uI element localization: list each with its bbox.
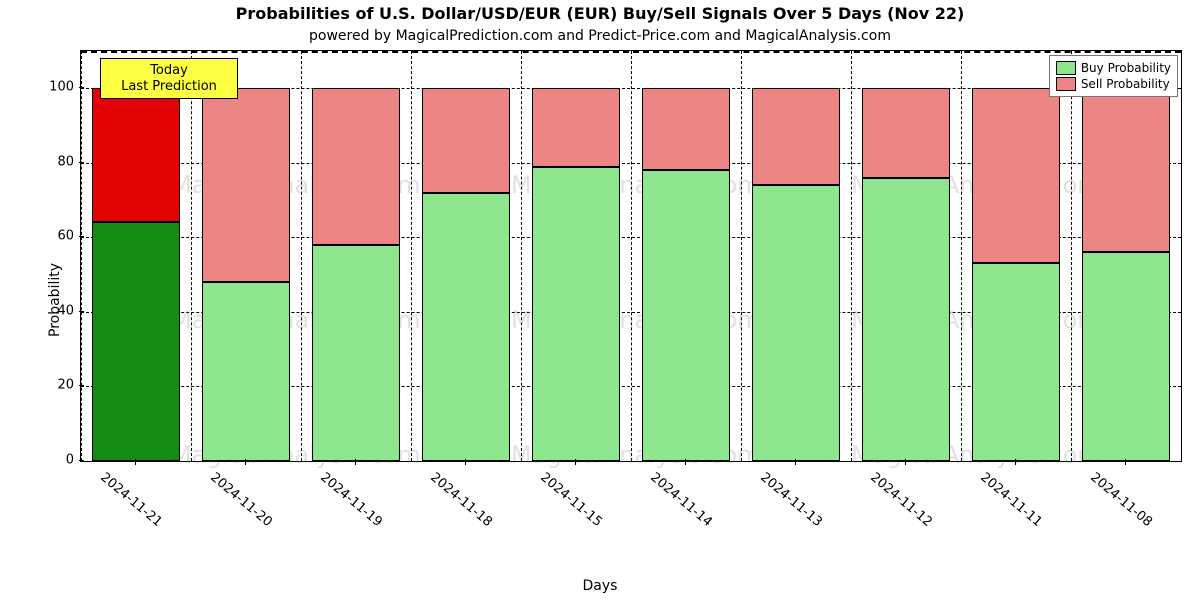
plot-area: MagicalAnalysis.comMagicalAnalysis.comMa… [80,50,1182,462]
buy-bar [202,282,290,461]
buy-bar [642,170,730,461]
buy-bar [92,222,180,461]
x-tick-label: 2024-11-19 [317,470,385,530]
x-tick-label: 2024-11-18 [427,470,495,530]
buy-bar [532,167,620,461]
chart-subtitle: powered by MagicalPrediction.com and Pre… [0,28,1200,44]
gridline-v [851,51,852,461]
gridline-v [301,51,302,461]
x-tick-mark [575,459,576,465]
gridline-v [961,51,962,461]
x-tick-mark [1125,459,1126,465]
buy-bar [972,263,1060,461]
y-tick-mark [79,385,84,386]
y-tick-mark [79,311,84,312]
y-tick-label: 40 [46,303,74,318]
bar-group [92,51,180,461]
sell-bar [1082,88,1170,252]
gridline-v [521,51,522,461]
sell-bar [202,88,290,282]
gridline-v [631,51,632,461]
sell-bar [312,88,400,245]
x-tick-mark [685,459,686,465]
gridline-v [411,51,412,461]
x-tick-mark [795,459,796,465]
x-tick-label: 2024-11-20 [207,470,275,530]
y-tick-label: 0 [46,453,74,468]
bar-group [862,51,950,461]
x-tick-label: 2024-11-11 [977,470,1045,530]
annotation-line: Today [109,63,229,79]
y-tick-mark [79,460,84,461]
x-tick-mark [905,459,906,465]
x-tick-label: 2024-11-08 [1087,470,1155,530]
y-tick-label: 20 [46,378,74,393]
y-tick-mark [79,236,84,237]
x-tick-label: 2024-11-21 [97,470,165,530]
sell-bar [642,88,730,170]
y-tick-label: 100 [46,80,74,95]
sell-bar [972,88,1060,263]
sell-bar [752,88,840,185]
buy-bar [1082,252,1170,461]
gridline-v [741,51,742,461]
x-tick-label: 2024-11-13 [757,470,825,530]
x-axis-label: Days [0,578,1200,594]
bar-group [312,51,400,461]
legend-swatch [1056,77,1076,91]
x-tick-label: 2024-11-15 [537,470,605,530]
gridline-h [81,461,1181,462]
bar-group [972,51,1060,461]
today-annotation: TodayLast Prediction [100,58,238,99]
chart-container: Probabilities of U.S. Dollar/USD/EUR (EU… [0,0,1200,600]
annotation-line: Last Prediction [109,79,229,95]
x-tick-label: 2024-11-12 [867,470,935,530]
sell-bar [862,88,950,177]
gridline-v [1071,51,1072,461]
bar-group [642,51,730,461]
x-tick-mark [465,459,466,465]
buy-bar [422,193,510,461]
bar-group [532,51,620,461]
y-tick-label: 80 [46,154,74,169]
legend: Buy ProbabilitySell Probability [1049,55,1178,97]
sell-bar [422,88,510,192]
x-tick-mark [135,459,136,465]
y-tick-mark [79,162,84,163]
bar-group [752,51,840,461]
bar-group [422,51,510,461]
legend-swatch [1056,61,1076,75]
x-tick-label: 2024-11-14 [647,470,715,530]
y-axis-label: Probability [47,263,63,337]
buy-bar [312,245,400,461]
y-tick-mark [79,87,84,88]
legend-item: Buy Probability [1056,60,1171,76]
gridline-v [81,51,82,461]
x-tick-mark [1015,459,1016,465]
y-tick-label: 60 [46,229,74,244]
sell-bar [532,88,620,166]
buy-bar [862,178,950,461]
legend-item: Sell Probability [1056,76,1171,92]
gridline-v [191,51,192,461]
gridline-v [1181,51,1182,461]
x-tick-mark [245,459,246,465]
bar-group [202,51,290,461]
buy-bar [752,185,840,461]
legend-label: Sell Probability [1081,76,1170,92]
x-tick-mark [355,459,356,465]
sell-bar [92,88,180,222]
chart-title: Probabilities of U.S. Dollar/USD/EUR (EU… [0,4,1200,23]
bar-group [1082,51,1170,461]
legend-label: Buy Probability [1081,60,1171,76]
